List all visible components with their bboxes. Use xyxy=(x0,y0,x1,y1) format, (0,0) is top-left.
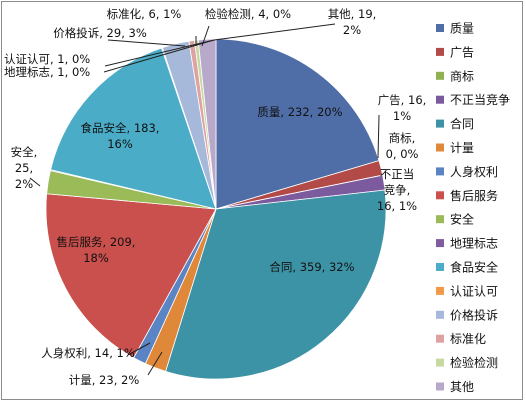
legend-swatch xyxy=(436,358,444,367)
legend-swatch xyxy=(436,215,444,224)
data-labels: 质量, 232, 20% 广告, 16, 1% 商标, 0, 0% 不正当竞争, 16, 1… xyxy=(4,7,426,387)
data-label: 认证认可, 1, 0% xyxy=(4,52,90,66)
legend-label: 售后服务 xyxy=(450,188,498,203)
legend-label: 广告 xyxy=(450,45,474,59)
pie-slice xyxy=(197,38,217,210)
data-label: 合同, 359, 32% xyxy=(269,260,354,274)
data-label: 安全, 25, 2% xyxy=(11,145,38,191)
legend-label: 人身权利 xyxy=(450,164,498,179)
legend-label: 其他 xyxy=(450,380,474,394)
data-label: 人身权利, 14, 1% xyxy=(41,346,135,360)
legend-swatch xyxy=(436,334,444,343)
legend-swatch xyxy=(436,119,444,128)
leader-line xyxy=(29,177,41,187)
leader-line xyxy=(127,342,151,356)
legend-label: 质量 xyxy=(450,22,474,36)
pie-slice xyxy=(165,189,387,380)
data-label: 售后服务, 209, 18% xyxy=(57,235,136,265)
legend-label: 价格投诉 xyxy=(450,307,498,322)
data-label: 商标, 0, 0% xyxy=(386,131,419,161)
data-label: 标准化, 6, 1% xyxy=(107,7,182,21)
legend-swatch xyxy=(436,239,444,248)
legend-swatch xyxy=(436,143,444,152)
legend-label: 不正当竞争 xyxy=(450,93,510,107)
legend-swatch xyxy=(436,191,444,200)
data-label: 计量, 23, 2% xyxy=(69,373,140,387)
leader-line xyxy=(213,23,336,41)
leader-line xyxy=(377,114,380,159)
pie-slices xyxy=(45,38,387,380)
legend-label: 标准化 xyxy=(450,332,486,346)
data-label: 检验检测, 4, 0% xyxy=(205,7,291,21)
legend-swatch xyxy=(436,47,444,56)
legend-label: 认证认可 xyxy=(450,284,498,298)
legend-label: 商标 xyxy=(450,68,474,83)
legend-label: 地理标志 xyxy=(450,237,498,251)
data-label: 地理标志, 1, 0% xyxy=(4,65,90,79)
leader-lines xyxy=(29,23,380,376)
data-label: 食品安全, 183, 16% xyxy=(81,121,160,151)
legend-swatch xyxy=(436,71,444,80)
legend-label: 安全 xyxy=(450,212,474,227)
data-label: 其他, 19, 2% xyxy=(328,7,377,37)
leader-line xyxy=(104,39,215,67)
data-label: 不正当竞争, 16, 1% xyxy=(377,167,417,213)
leader-line xyxy=(107,39,186,47)
legend: 质量广告商标不正当竞争合同计量人身权利售后服务安全地理标志食品安全认证认可价格投… xyxy=(436,22,510,394)
legend-label: 食品安全 xyxy=(450,260,498,275)
legend-swatch xyxy=(436,167,444,176)
leader-line xyxy=(147,351,163,376)
legend-swatch xyxy=(436,310,444,319)
legend-swatch xyxy=(436,95,444,104)
legend-label: 检验检测 xyxy=(450,355,498,370)
legend-label: 计量 xyxy=(450,141,474,155)
legend-swatch xyxy=(436,286,444,295)
pie-slice xyxy=(215,38,380,210)
data-label: 广告, 16, 1% xyxy=(378,93,427,123)
legend-swatch xyxy=(436,382,444,391)
pie-slice xyxy=(50,47,217,210)
pie-slice xyxy=(45,193,217,359)
data-label: 价格投诉, 29, 3% xyxy=(53,26,147,40)
leader-line xyxy=(103,39,215,73)
legend-label: 合同 xyxy=(450,116,474,131)
legend-swatch xyxy=(436,24,444,32)
data-label: 质量, 232, 20% xyxy=(257,105,342,119)
legend-swatch xyxy=(436,263,444,271)
